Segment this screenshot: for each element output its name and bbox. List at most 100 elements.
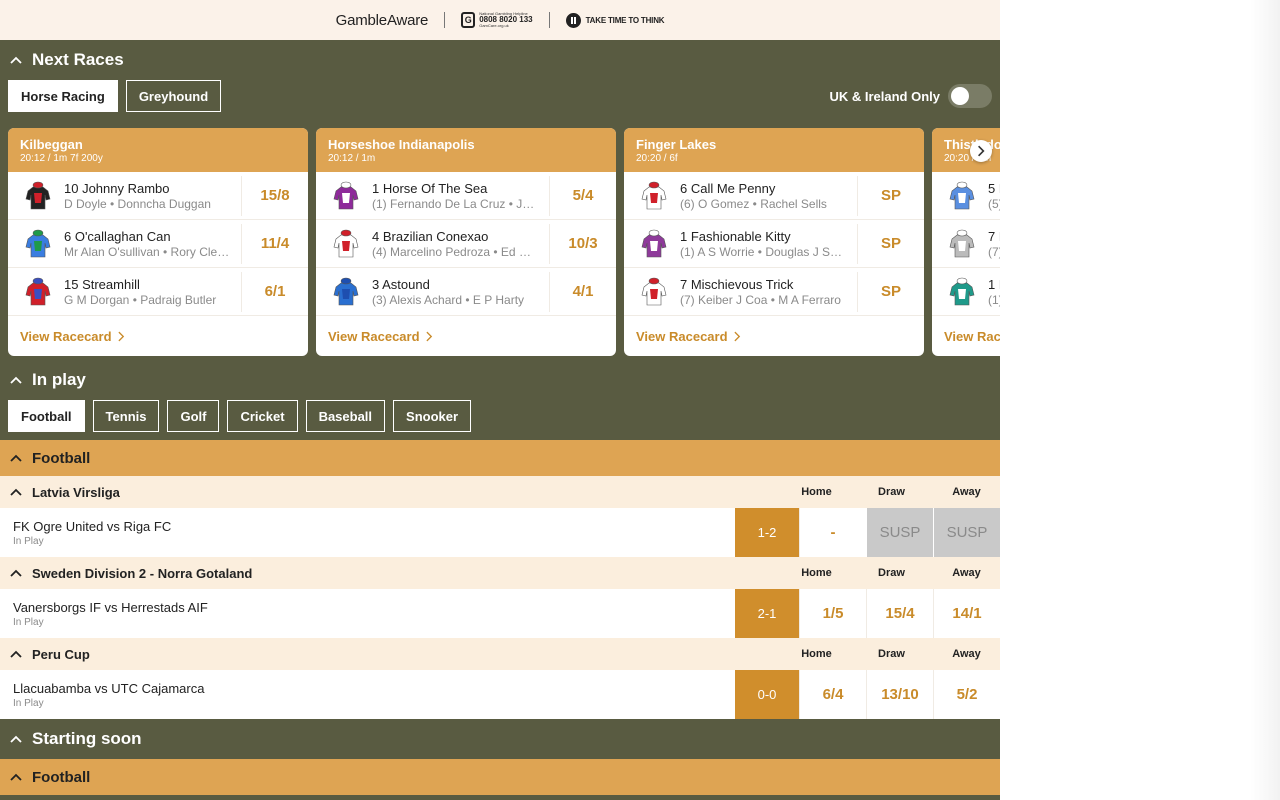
jockey-silk-icon	[641, 277, 667, 305]
column-header-home: Home	[801, 648, 832, 660]
odds-home-button[interactable]: 1/5	[799, 589, 866, 638]
jockey-silk-icon	[949, 181, 975, 209]
race-card[interactable]: Thistledown20:20 / 1m5 Runner(5)7 Runner…	[932, 128, 1000, 356]
section-title: In play	[32, 370, 86, 389]
odds-button[interactable]: SP	[880, 235, 901, 252]
runner-row[interactable]: 7 Runner(7)	[932, 220, 1000, 268]
uk-ireland-toggle[interactable]	[948, 84, 992, 108]
odds-draw-button[interactable]: 13/10	[866, 670, 933, 719]
view-racecard-label: View Racecard	[328, 329, 420, 344]
runner-row[interactable]: 4 Brazilian Conexao (4) Marcelino Pedroza…	[316, 220, 616, 268]
helpline-caption: National Gambling Helpline	[479, 11, 528, 16]
match-status: In Play	[13, 697, 44, 709]
runner-name: 1 Runner	[988, 276, 1000, 292]
match-score: 1-2	[735, 508, 799, 557]
race-track: Horseshoe Indianapolis	[328, 137, 475, 152]
runner-name: 10 Johnny Rambo	[64, 180, 170, 196]
column-header-away: Away	[952, 486, 981, 498]
odds-away-button[interactable]: 5/2	[933, 670, 1000, 719]
odds-home-button[interactable]: 6/4	[799, 670, 866, 719]
runner-row[interactable]: 1 Runner(1)	[932, 268, 1000, 316]
runner-row[interactable]: 6 O'callaghan Can Mr Alan O'sullivan • Ro…	[8, 220, 308, 268]
runner-jockey-trainer: (7) Keiber J Coa • M A Ferraro	[680, 292, 841, 307]
view-racecard-link[interactable]: View Racecard	[328, 329, 433, 344]
in-play-header[interactable]: In play	[0, 360, 1000, 400]
odds-draw-button: SUSP	[866, 508, 933, 557]
runner-row[interactable]: 1 Fashionable Kitty (1) A S Worrie • Doug…	[624, 220, 924, 268]
runner-jockey-trainer: D Doyle • Donncha Duggan	[64, 196, 211, 211]
odds-button[interactable]: SP	[880, 187, 901, 204]
runner-info: 5 Runner(5)	[988, 176, 1000, 216]
odds-button[interactable]: 4/1	[572, 283, 594, 300]
chevron-up-icon	[10, 454, 22, 462]
odds-button[interactable]: 5/4	[572, 187, 594, 204]
league-header[interactable]: Sweden Division 2 - Norra Gotaland Home Dr…	[0, 557, 1000, 589]
odds-button[interactable]: 11/4	[260, 235, 290, 252]
gamcare-icon: G	[461, 12, 476, 28]
gambling-helpline[interactable]: G National Gambling Helpline 0808 8020 1…	[461, 11, 533, 28]
tab-tennis[interactable]: Tennis	[92, 400, 160, 432]
odds-draw-button[interactable]: 15/4	[866, 589, 933, 638]
tab-horse-racing[interactable]: Horse Racing	[8, 80, 118, 112]
runner-jockey-trainer: (3) Alexis Achard • E P Harty	[372, 292, 525, 307]
runner-row[interactable]: 1 Horse Of The Sea (1) Fernando De La Cru…	[316, 172, 616, 220]
view-racecard-label: View Racecard	[944, 329, 1000, 344]
league-header[interactable]: Peru Cup Home Draw Away	[0, 638, 1000, 670]
league-header[interactable]: Latvia Virsliga Home Draw Away	[0, 476, 1000, 508]
chevron-up-icon	[10, 773, 22, 781]
football-group-header[interactable]: Football	[0, 440, 1000, 476]
race-card[interactable]: Finger Lakes 20:20 / 6f 6 Call Me Penny (6)…	[624, 128, 924, 356]
league-name: Latvia Virsliga	[32, 484, 120, 500]
runner-row[interactable]: 5 Runner(5)	[932, 172, 1000, 220]
tab-greyhound[interactable]: Greyhound	[125, 80, 222, 112]
match-row[interactable]: Vanersborgs IF vs Herrestads AIF In Play 2…	[0, 589, 1000, 638]
odds-button[interactable]: 15/8	[260, 187, 290, 204]
match-teams[interactable]: FK Ogre United vs Riga FC	[13, 518, 172, 534]
sport-group-title: Football	[32, 768, 91, 786]
runner-row[interactable]: 15 Streamhill G M Dorgan • Padraig Butler…	[8, 268, 308, 316]
gambleaware-logo[interactable]: GambleAware	[335, 11, 429, 29]
uk-ireland-filter: UK & Ireland Only	[829, 84, 992, 108]
tab-baseball[interactable]: Baseball	[305, 400, 386, 432]
odds-button[interactable]: 10/3	[568, 235, 598, 252]
view-racecard-link[interactable]: View Racecard	[20, 329, 125, 344]
runner-jockey-trainer: (6) O Gomez • Rachel Sells	[680, 196, 827, 211]
tab-golf[interactable]: Golf	[167, 400, 220, 432]
runner-row[interactable]: 6 Call Me Penny (6) O Gomez • Rachel Sell…	[624, 172, 924, 220]
runner-row[interactable]: 3 Astound (3) Alexis Achard • E P Harty 4/…	[316, 268, 616, 316]
view-racecard-link[interactable]: View Racecard	[636, 329, 741, 344]
tab-cricket[interactable]: Cricket	[227, 400, 298, 432]
next-races-header[interactable]: Next Races	[0, 40, 1000, 80]
jockey-silk-icon	[641, 229, 667, 257]
match-teams[interactable]: Llacuabamba vs UTC Cajamarca	[13, 680, 205, 696]
carousel-next-button[interactable]	[970, 140, 992, 162]
runner-name: 4 Brazilian Conexao	[372, 228, 489, 244]
view-racecard-link[interactable]: View Racecard	[944, 329, 1000, 344]
runner-row[interactable]: 10 Johnny Rambo D Doyle • Donncha Duggan 1…	[8, 172, 308, 220]
odds-button[interactable]: SP	[880, 283, 901, 300]
race-card[interactable]: Horseshoe Indianapolis 20:12 / 1m 1 Horse …	[316, 128, 616, 356]
tab-football[interactable]: Football	[8, 400, 85, 432]
match-row[interactable]: Llacuabamba vs UTC Cajamarca In Play 0-0 6/…	[0, 670, 1000, 719]
runner-info: 7 Runner(7)	[988, 224, 1000, 264]
sport-group-title: Football	[32, 449, 91, 467]
runner-jockey-trainer: (7)	[988, 244, 1000, 259]
take-time-to-think-link[interactable]: TAKE TIME TO THINK	[565, 12, 665, 28]
runner-info: 7 Mischievous Trick (7) Keiber J Coa • M …	[680, 271, 858, 312]
runner-jockey-trainer: (1) A S Worrie • Douglas J Smith	[680, 244, 847, 259]
match-teams[interactable]: Vanersborgs IF vs Herrestads AIF	[13, 599, 208, 615]
match-row[interactable]: FK Ogre United vs Riga FC In Play 1-2- SUSP…	[0, 508, 1000, 557]
race-card[interactable]: Kilbeggan 20:12 / 1m 7f 200y 10 Johnny Ram…	[8, 128, 308, 356]
runner-jockey-trainer: G M Dorgan • Padraig Butler	[64, 292, 217, 307]
runner-info: 10 Johnny Rambo D Doyle • Donncha Duggan	[64, 175, 242, 216]
odds-button[interactable]: 6/1	[264, 283, 286, 300]
divider	[444, 12, 446, 28]
tab-snooker[interactable]: Snooker	[393, 400, 472, 432]
odds-away-button[interactable]: 14/1	[933, 589, 1000, 638]
match-status: In Play	[13, 535, 44, 547]
starting-soon-football-header[interactable]: Football	[0, 759, 1000, 795]
starting-soon-header[interactable]: Starting soon	[0, 719, 1000, 759]
race-card-header: Horseshoe Indianapolis 20:12 / 1m	[316, 128, 616, 172]
runner-row[interactable]: 7 Mischievous Trick (7) Keiber J Coa • M …	[624, 268, 924, 316]
column-header-away: Away	[952, 567, 981, 579]
